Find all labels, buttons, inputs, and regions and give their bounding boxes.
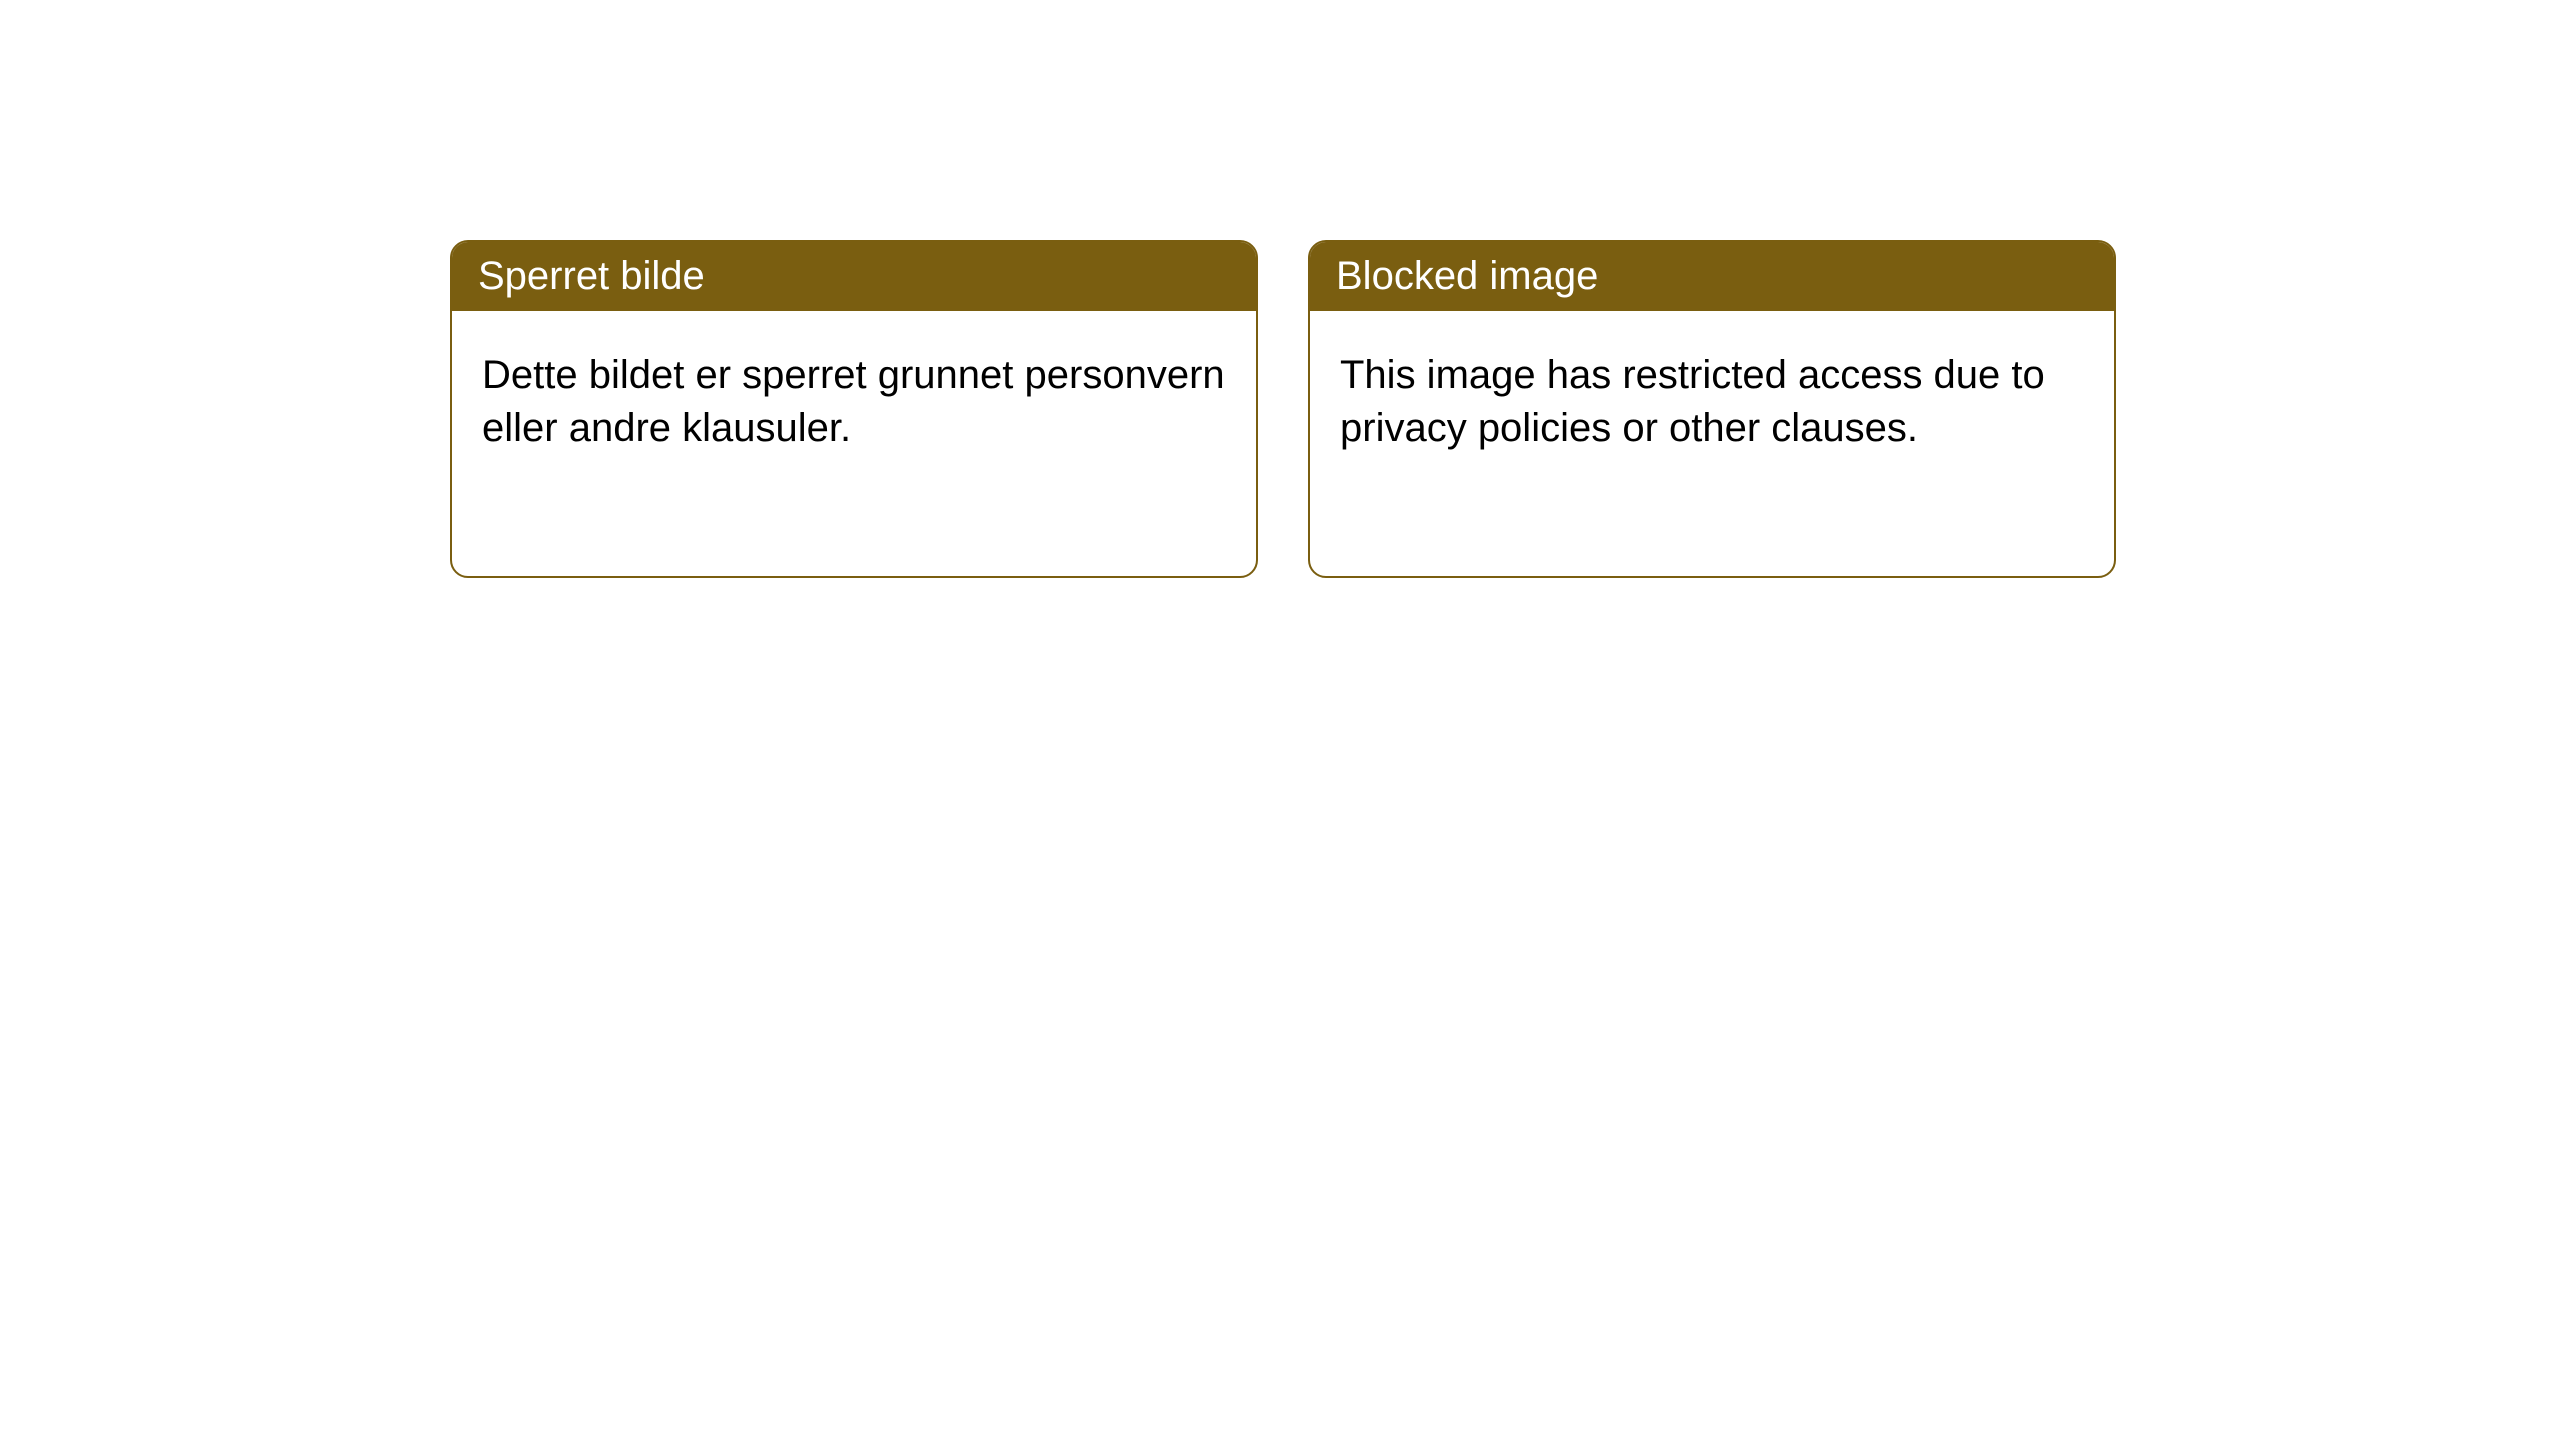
notice-body-english: This image has restricted access due to … <box>1310 311 2114 493</box>
notice-body-norwegian: Dette bildet er sperret grunnet personve… <box>452 311 1256 493</box>
notice-header-norwegian: Sperret bilde <box>452 242 1256 311</box>
notice-container: Sperret bilde Dette bildet er sperret gr… <box>450 240 2116 578</box>
notice-card-english: Blocked image This image has restricted … <box>1308 240 2116 578</box>
notice-card-norwegian: Sperret bilde Dette bildet er sperret gr… <box>450 240 1258 578</box>
notice-header-english: Blocked image <box>1310 242 2114 311</box>
